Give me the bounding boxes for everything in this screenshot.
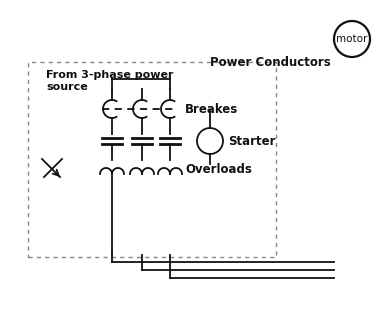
Text: motor: motor <box>336 34 368 44</box>
Text: From 3-phase power
source: From 3-phase power source <box>46 70 173 91</box>
Text: Breakes: Breakes <box>185 103 238 116</box>
Text: Starter: Starter <box>228 134 275 147</box>
Text: Power Conductors: Power Conductors <box>210 56 331 69</box>
Text: Overloads: Overloads <box>185 163 252 176</box>
